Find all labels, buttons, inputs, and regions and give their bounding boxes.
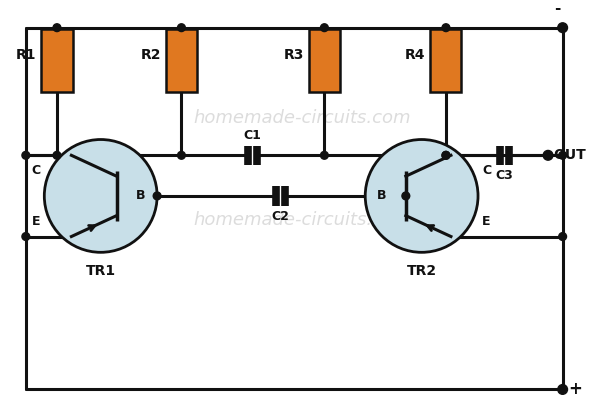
Bar bbox=[309, 29, 340, 92]
Text: homemade-circuits.com: homemade-circuits.com bbox=[193, 211, 411, 229]
Text: E: E bbox=[32, 215, 41, 228]
Text: R1: R1 bbox=[16, 48, 36, 62]
Text: B: B bbox=[377, 190, 387, 202]
Text: +: + bbox=[569, 380, 583, 399]
Circle shape bbox=[442, 151, 450, 159]
Text: C: C bbox=[31, 164, 41, 177]
Circle shape bbox=[53, 24, 61, 32]
Circle shape bbox=[177, 24, 185, 32]
Circle shape bbox=[365, 139, 478, 252]
Circle shape bbox=[559, 151, 566, 159]
Bar bbox=[430, 29, 462, 92]
Text: homemade-circuits.com: homemade-circuits.com bbox=[193, 109, 411, 127]
Text: OUT: OUT bbox=[553, 148, 586, 162]
Text: -: - bbox=[555, 1, 561, 16]
Text: C3: C3 bbox=[495, 169, 513, 182]
Text: R2: R2 bbox=[140, 48, 161, 62]
Circle shape bbox=[321, 24, 329, 32]
Bar bbox=[166, 29, 197, 92]
Circle shape bbox=[559, 232, 566, 241]
Text: C2: C2 bbox=[272, 209, 290, 222]
Text: TR2: TR2 bbox=[407, 264, 437, 278]
Bar bbox=[41, 29, 73, 92]
Circle shape bbox=[442, 151, 450, 159]
Text: C: C bbox=[482, 164, 491, 177]
Text: R4: R4 bbox=[405, 48, 425, 62]
Text: B: B bbox=[136, 190, 145, 202]
Text: C1: C1 bbox=[243, 129, 261, 142]
Circle shape bbox=[402, 192, 410, 200]
Circle shape bbox=[442, 24, 450, 32]
Circle shape bbox=[153, 192, 161, 200]
Circle shape bbox=[543, 150, 553, 160]
Circle shape bbox=[22, 151, 30, 159]
Circle shape bbox=[321, 151, 329, 159]
Circle shape bbox=[558, 385, 567, 394]
Circle shape bbox=[53, 151, 61, 159]
Text: TR1: TR1 bbox=[86, 264, 116, 278]
Circle shape bbox=[44, 139, 157, 252]
Circle shape bbox=[177, 151, 185, 159]
Text: R3: R3 bbox=[284, 48, 304, 62]
Circle shape bbox=[22, 232, 30, 241]
Circle shape bbox=[558, 23, 567, 32]
Text: E: E bbox=[482, 215, 491, 228]
